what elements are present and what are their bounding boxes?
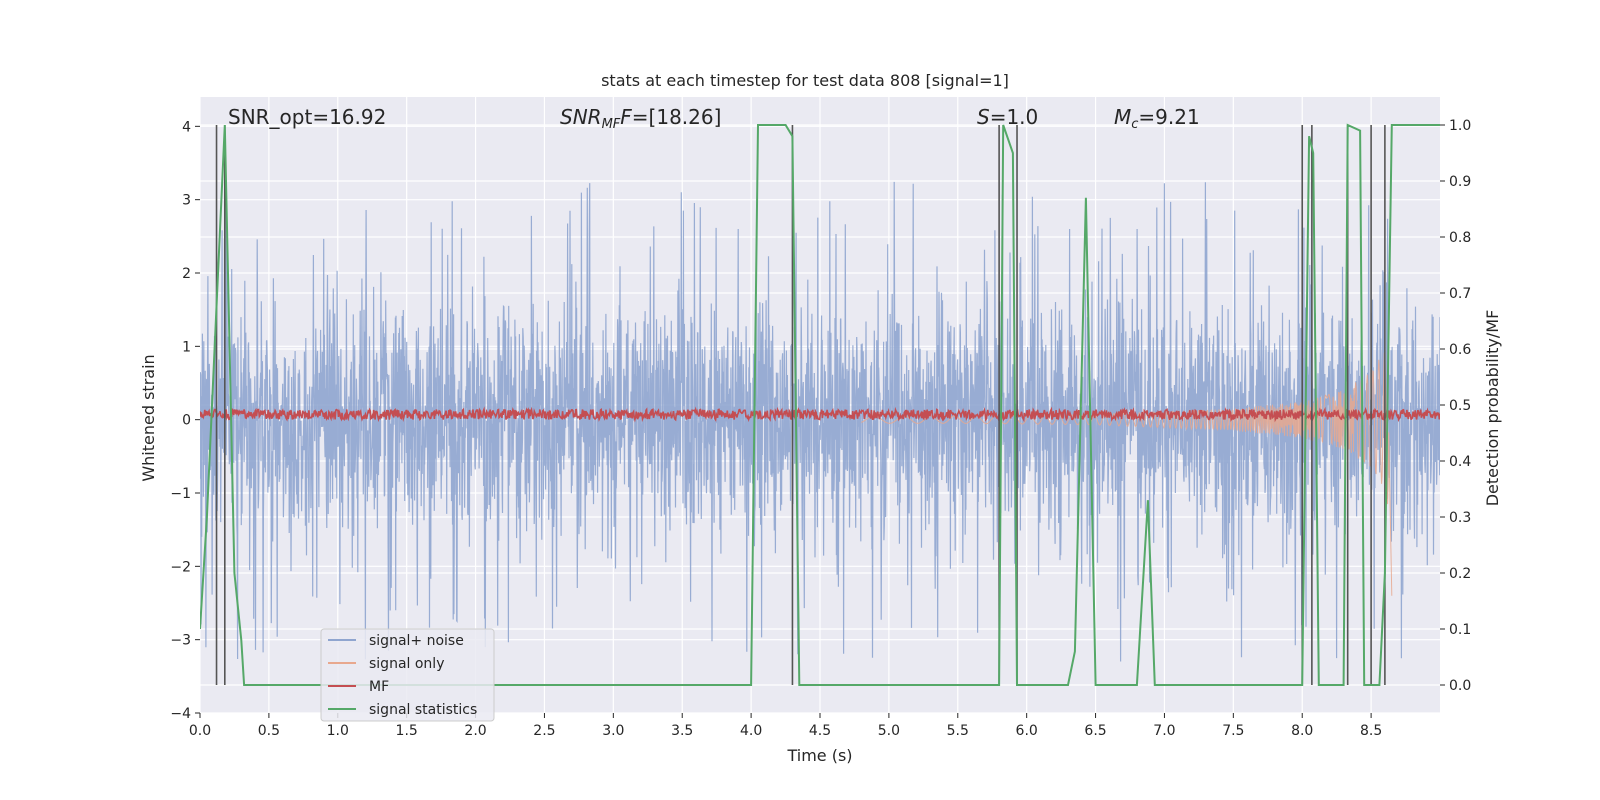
y-tick-label: −3 — [170, 633, 191, 649]
y-tick-label: 1 — [182, 339, 191, 355]
x-tick-label: 7.5 — [1222, 723, 1244, 739]
mc-sub: c — [1131, 117, 1138, 132]
y-tick-label: 0 — [182, 413, 191, 429]
y2-tick-label: 0.8 — [1449, 230, 1471, 246]
x-axis-ticks: 0.0 0.5 1.0 1.5 2.0 2.5 3.0 3.5 4.0 4.5 5.0 5.5 6.0 6… — [189, 713, 1382, 739]
snr-opt-annotation: SNR_opt=16.92 — [228, 105, 386, 129]
x-axis-label: Time (s) — [786, 746, 852, 765]
snr-mf-value: =[18.26] — [632, 105, 722, 129]
mc-annotation: Mc=9.21 — [1114, 105, 1200, 132]
y2-axis-label: Detection probability/MF — [1483, 310, 1502, 507]
mc-variable: M — [1114, 105, 1131, 129]
series-signal-plus-noise — [200, 181, 1440, 662]
y-tick-label: 2 — [182, 266, 191, 282]
y2-axis-ticks: 0.0 0.1 0.2 0.3 0.4 0.5 0.6 0.7 0.8 0.9 1.0 — [1440, 118, 1471, 694]
y2-tick-label: 0.4 — [1449, 454, 1471, 470]
legend-label-signal-plus-noise: signal+ noise — [369, 633, 464, 649]
legend-label-signal-only: signal only — [369, 656, 444, 672]
legend: signal+ noise signal only MF signal stat… — [320, 628, 495, 722]
snr-mf-f: F — [620, 105, 632, 129]
y2-tick-label: 0.6 — [1449, 342, 1471, 358]
x-tick-label: 5.0 — [878, 723, 900, 739]
x-tick-label: 5.5 — [947, 723, 969, 739]
y2-tick-label: 1.0 — [1449, 118, 1471, 134]
legend-label-mf: MF — [369, 679, 389, 695]
y-tick-label: 3 — [182, 193, 191, 209]
chart-title: stats at each timestep for test data 808… — [601, 71, 1009, 90]
y-tick-label: 4 — [182, 119, 191, 135]
s-annotation: S=1.0 — [977, 105, 1038, 129]
y-tick-label: −1 — [170, 486, 191, 502]
x-tick-label: 8.5 — [1360, 723, 1382, 739]
mc-value: =9.21 — [1138, 105, 1199, 129]
y2-tick-label: 0.7 — [1449, 286, 1471, 302]
vertical-markers — [215, 125, 1386, 685]
series-mf — [200, 406, 1440, 423]
snr-mf-prefix: SNR — [560, 105, 602, 129]
legend-box — [320, 628, 495, 722]
x-tick-label: 3.5 — [671, 723, 693, 739]
x-tick-label: 0.5 — [258, 723, 280, 739]
x-tick-label: 2.0 — [464, 723, 486, 739]
y-axis-label: Whitened strain — [139, 354, 158, 481]
x-tick-label: 7.0 — [1153, 723, 1175, 739]
y2-tick-label: 0.9 — [1449, 174, 1471, 190]
y-tick-label: −2 — [170, 559, 191, 575]
y2-tick-label: 0.3 — [1449, 510, 1471, 526]
x-tick-label: 8.0 — [1291, 723, 1313, 739]
x-tick-label: 3.0 — [602, 723, 624, 739]
snr-mf-sub: MF — [602, 117, 621, 132]
y2-tick-label: 0.1 — [1449, 622, 1471, 638]
snr-mf-annotation: SNRMFF=[18.26] — [560, 105, 721, 132]
x-tick-label: 1.0 — [327, 723, 349, 739]
x-tick-label: 0.0 — [189, 723, 211, 739]
x-tick-label: 4.0 — [740, 723, 762, 739]
signal-plus-noise-series — [200, 181, 1440, 662]
x-tick-label: 2.5 — [533, 723, 555, 739]
signal-statistics-series — [200, 123, 1440, 686]
x-tick-label: 6.5 — [1084, 723, 1106, 739]
x-tick-label: 6.0 — [1016, 723, 1038, 739]
series-signal-statistics — [200, 123, 1440, 686]
legend-label-signal-statistics: signal statistics — [369, 702, 477, 718]
y2-tick-label: 0.2 — [1449, 566, 1471, 582]
y-axis-ticks: −4 −3 −2 −1 0 1 2 3 4 — [170, 119, 200, 722]
mf-series — [200, 406, 1440, 423]
x-tick-label: 1.5 — [396, 723, 418, 739]
x-tick-label: 4.5 — [809, 723, 831, 739]
s-variable: S — [977, 105, 990, 129]
s-value: =1.0 — [990, 105, 1039, 129]
y2-tick-label: 0.5 — [1449, 398, 1471, 414]
y2-tick-label: 0.0 — [1449, 678, 1471, 694]
y-tick-label: −4 — [170, 706, 191, 722]
